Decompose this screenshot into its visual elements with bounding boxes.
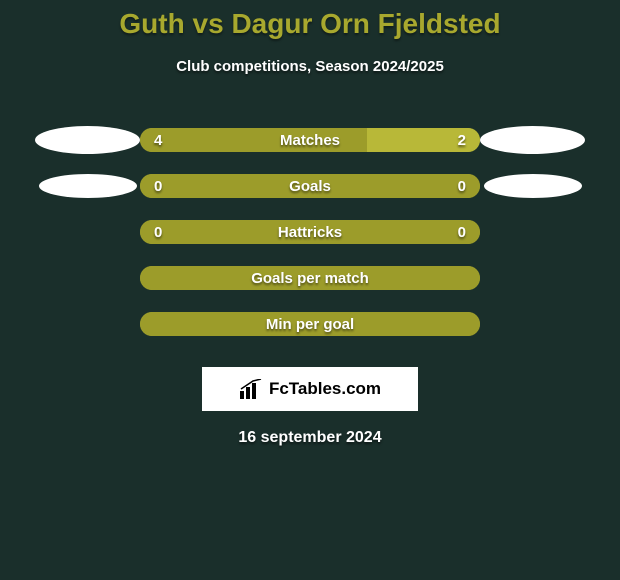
- subtitle: Club competitions, Season 2024/2025: [0, 58, 620, 75]
- vs-label: vs: [193, 8, 224, 39]
- stat-label: Min per goal: [140, 316, 480, 333]
- player1-name: Guth: [119, 8, 184, 39]
- stat-row: Goals per match: [0, 255, 620, 301]
- stat-bar: Min per goal: [140, 312, 480, 336]
- stat-row: 42Matches: [0, 117, 620, 163]
- player2-badge: [480, 301, 585, 347]
- player1-avatar: [35, 126, 140, 154]
- stat-label: Hattricks: [140, 224, 480, 241]
- player2-name: Dagur Orn Fjeldsted: [231, 8, 500, 39]
- stat-label: Goals per match: [140, 270, 480, 287]
- player1-badge: [35, 301, 140, 347]
- player2-badge: [480, 163, 585, 209]
- player2-avatar: [484, 174, 582, 198]
- player1-avatar: [39, 174, 137, 198]
- player1-badge: [35, 255, 140, 301]
- brand-text: FcTables.com: [269, 379, 381, 399]
- player2-badge: [480, 209, 585, 255]
- player1-badge: [35, 117, 140, 163]
- player1-badge: [35, 209, 140, 255]
- stat-label: Matches: [140, 132, 480, 149]
- stat-row: Min per goal: [0, 301, 620, 347]
- stat-label: Goals: [140, 178, 480, 195]
- brand-box: FcTables.com: [202, 367, 418, 411]
- stat-bar: 00Goals: [140, 174, 480, 198]
- comparison-title: Guth vs Dagur Orn Fjeldsted: [0, 0, 620, 40]
- chart-icon: [239, 379, 263, 399]
- date: 16 september 2024: [0, 429, 620, 447]
- stat-row: 00Hattricks: [0, 209, 620, 255]
- stat-bar: Goals per match: [140, 266, 480, 290]
- stat-bar: 42Matches: [140, 128, 480, 152]
- player2-badge: [480, 255, 585, 301]
- stat-row: 00Goals: [0, 163, 620, 209]
- stat-bar: 00Hattricks: [140, 220, 480, 244]
- stats-rows: 42Matches 00Goals 00Hattricks Goals per mat…: [0, 117, 620, 347]
- player2-badge: [480, 117, 585, 163]
- player1-badge: [35, 163, 140, 209]
- player2-avatar: [480, 126, 585, 154]
